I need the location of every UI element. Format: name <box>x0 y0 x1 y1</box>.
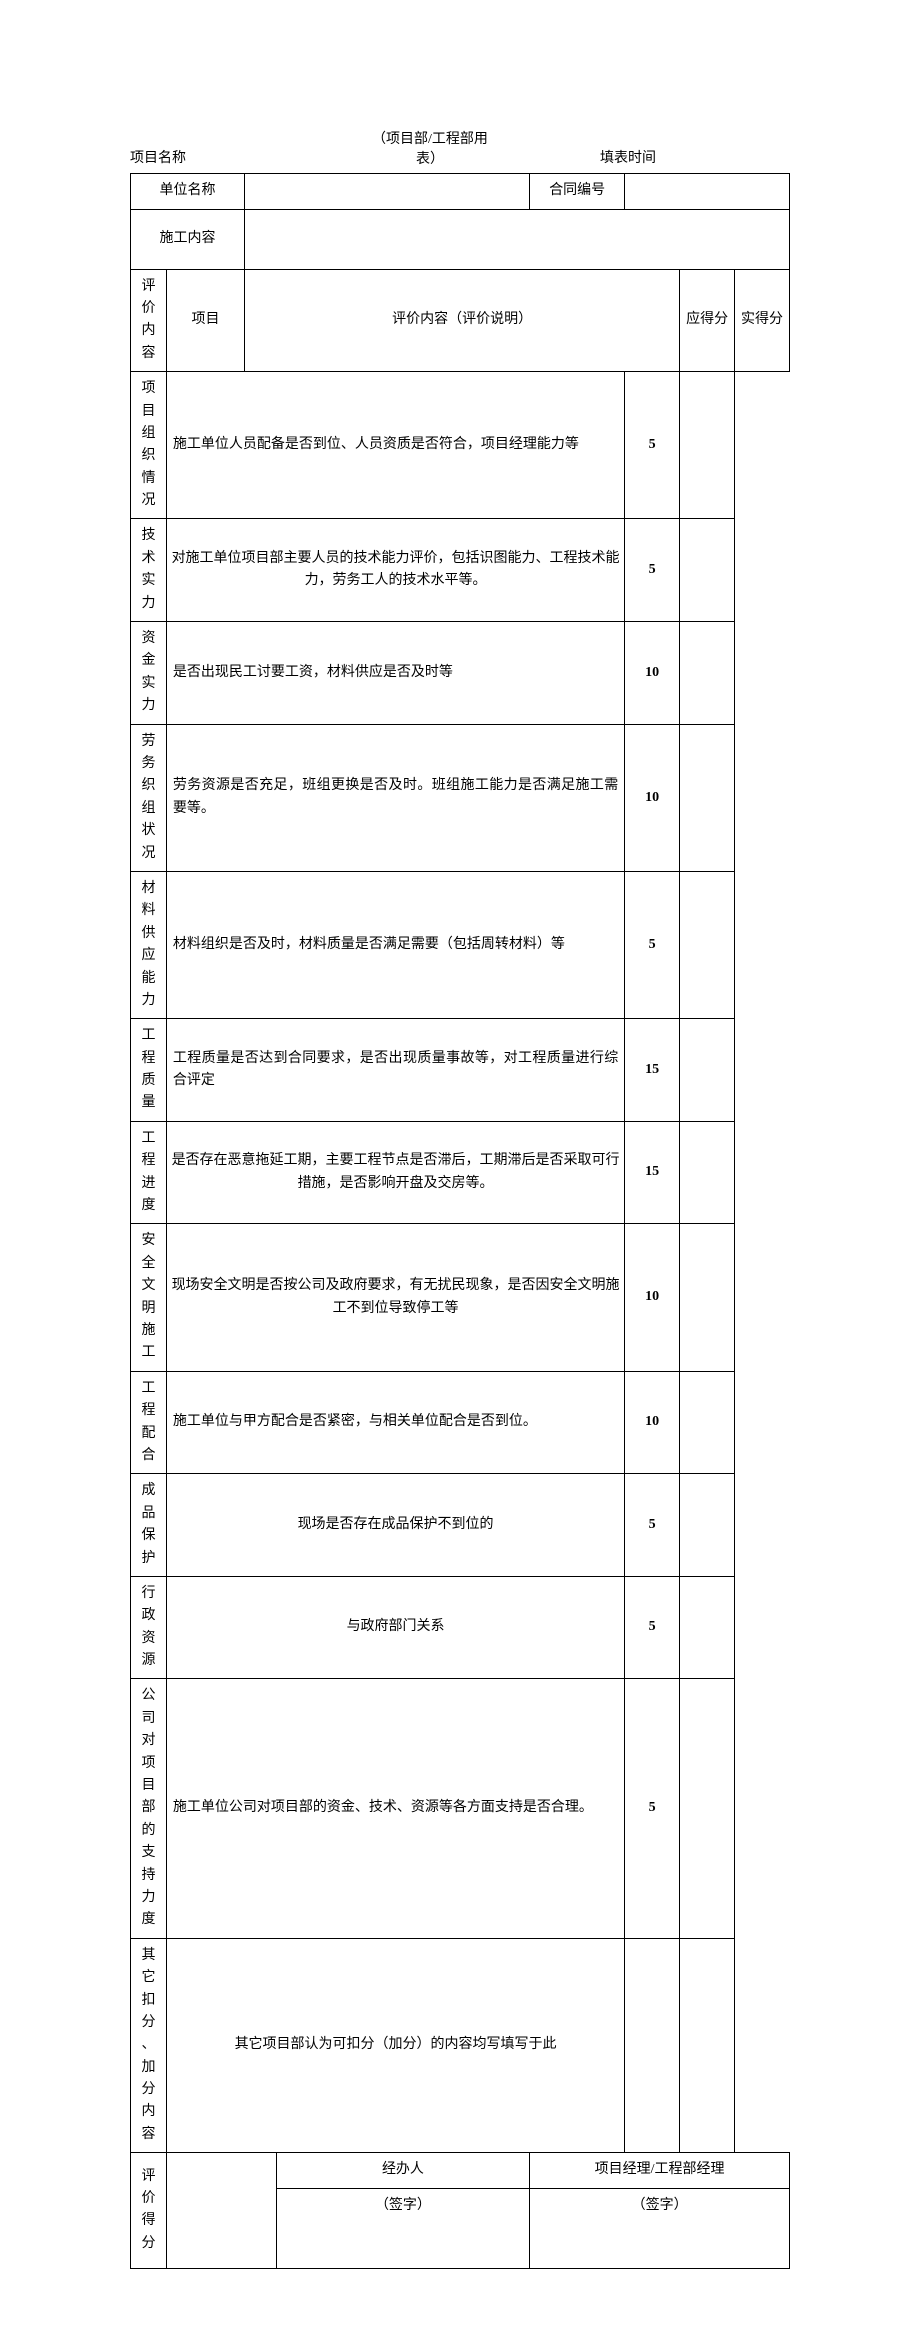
max-score-cell: 15 <box>625 1019 680 1122</box>
table-row: 单位名称 合同编号 <box>131 174 790 209</box>
eval-score-value[interactable] <box>166 2153 276 2268</box>
form-subtitle: （项目部/工程部用 表） <box>260 130 600 169</box>
actual-score-cell[interactable] <box>680 1371 735 1474</box>
actual-score-cell[interactable] <box>680 1224 735 1371</box>
desc-cell: 施工单位与甲方配合是否紧密，与相关单位配合是否到位。 <box>166 1371 624 1474</box>
table-row: 公司对项目部的支持力度施工单位公司对项目部的资金、技术、资源等各方面支持是否合理… <box>131 1679 790 1938</box>
desc-cell: 是否存在恶意拖延工期，主要工程节点是否滞后，工期滞后是否采取可行措施，是否影响开… <box>166 1121 624 1224</box>
max-score-cell: 10 <box>625 724 680 871</box>
evaluation-table: 单位名称 合同编号 施工内容 评价 内容 项目 评价内容（评价说明） 应得分 实… <box>130 173 790 2268</box>
actual-score-cell[interactable] <box>680 1938 735 2153</box>
table-row: 安全文明施工现场安全文明是否按公司及政府要求，有无扰民现象，是否因安全文明施工不… <box>131 1224 790 1371</box>
actual-score-cell[interactable] <box>680 622 735 725</box>
actual-score-cell[interactable] <box>680 1019 735 1122</box>
manager-header: 项目经理/工程部经理 <box>530 2153 790 2188</box>
desc-cell: 现场是否存在成品保护不到位的 <box>166 1474 624 1577</box>
actual-score-cell[interactable] <box>680 1121 735 1224</box>
max-score-cell: 15 <box>625 1121 680 1224</box>
contract-no-value[interactable] <box>625 174 790 209</box>
table-row: 行政资源与政府部门关系5 <box>131 1576 790 1679</box>
unit-name-value[interactable] <box>245 174 530 209</box>
page-header: 项目名称 （项目部/工程部用 表） 填表时间 <box>130 130 790 169</box>
desc-cell: 施工单位人员配备是否到位、人员资质是否符合，项目经理能力等 <box>166 372 624 519</box>
fill-time-label: 填表时间 <box>600 147 790 169</box>
col-item: 项目 <box>166 269 244 372</box>
max-score-cell: 10 <box>625 622 680 725</box>
desc-cell: 其它项目部认为可扣分（加分）的内容均写填写于此 <box>166 1938 624 2153</box>
handler-sign[interactable]: （签字） <box>276 2188 529 2268</box>
manager-sign[interactable]: （签字） <box>530 2188 790 2268</box>
actual-score-cell[interactable] <box>680 871 735 1018</box>
project-name-label: 项目名称 <box>130 147 260 169</box>
item-cell: 项目组织情况 <box>131 372 167 519</box>
item-cell: 劳务织组状况 <box>131 724 167 871</box>
table-row: 工程质量工程质量是否达到合同要求，是否出现质量事故等，对工程质量进行综合评定15 <box>131 1019 790 1122</box>
table-row: 成品保护现场是否存在成品保护不到位的5 <box>131 1474 790 1577</box>
item-cell: 成品保护 <box>131 1474 167 1577</box>
desc-cell: 材料组织是否及时，材料质量是否满足需要（包括周转材料）等 <box>166 871 624 1018</box>
unit-name-label: 单位名称 <box>131 174 245 209</box>
item-cell: 公司对项目部的支持力度 <box>131 1679 167 1938</box>
subtitle-line2: 表） <box>416 152 444 167</box>
item-cell: 其它扣分、加分内容 <box>131 1938 167 2153</box>
max-score-cell: 5 <box>625 1679 680 1938</box>
max-score-cell: 5 <box>625 1576 680 1679</box>
eval-score-section: 评价 得分 <box>131 2153 167 2268</box>
construction-content-value[interactable] <box>245 209 790 269</box>
max-score-cell: 5 <box>625 871 680 1018</box>
item-cell: 安全文明施工 <box>131 1224 167 1371</box>
handler-header: 经办人 <box>276 2153 529 2188</box>
actual-score-cell[interactable] <box>680 1576 735 1679</box>
actual-score-cell[interactable] <box>680 1679 735 1938</box>
table-row: 劳务织组状况劳务资源是否充足，班组更换是否及时。班组施工能力是否满足施工需要等。… <box>131 724 790 871</box>
item-cell: 资金实力 <box>131 622 167 725</box>
item-cell: 行政资源 <box>131 1576 167 1679</box>
col-actual: 实得分 <box>735 269 790 372</box>
max-score-cell <box>625 1938 680 2153</box>
table-row: 工程进度是否存在恶意拖延工期，主要工程节点是否滞后，工期滞后是否采取可行措施，是… <box>131 1121 790 1224</box>
max-score-cell: 5 <box>625 1474 680 1577</box>
item-cell: 技术实力 <box>131 519 167 622</box>
table-row: 其它扣分、加分内容其它项目部认为可扣分（加分）的内容均写填写于此 <box>131 1938 790 2153</box>
table-row: 施工内容 <box>131 209 790 269</box>
desc-cell: 劳务资源是否充足，班组更换是否及时。班组施工能力是否满足施工需要等。 <box>166 724 624 871</box>
table-row: 工程配合施工单位与甲方配合是否紧密，与相关单位配合是否到位。10 <box>131 1371 790 1474</box>
table-row: 项目组织情况施工单位人员配备是否到位、人员资质是否符合，项目经理能力等5 <box>131 372 790 519</box>
desc-cell: 现场安全文明是否按公司及政府要求，有无扰民现象，是否因安全文明施工不到位导致停工… <box>166 1224 624 1371</box>
actual-score-cell[interactable] <box>680 372 735 519</box>
contract-no-label: 合同编号 <box>530 174 625 209</box>
max-score-cell: 10 <box>625 1371 680 1474</box>
max-score-cell: 5 <box>625 372 680 519</box>
table-row: 材料供应能力材料组织是否及时，材料质量是否满足需要（包括周转材料）等5 <box>131 871 790 1018</box>
max-score-cell: 5 <box>625 519 680 622</box>
table-header-row: 评价 内容 项目 评价内容（评价说明） 应得分 实得分 <box>131 269 790 372</box>
signature-header-row: 评价 得分 经办人 项目经理/工程部经理 <box>131 2153 790 2188</box>
actual-score-cell[interactable] <box>680 1474 735 1577</box>
eval-content-section: 评价 内容 <box>131 269 167 372</box>
actual-score-cell[interactable] <box>680 519 735 622</box>
desc-cell: 对施工单位项目部主要人员的技术能力评价，包括识图能力、工程技术能力，劳务工人的技… <box>166 519 624 622</box>
table-row: 资金实力是否出现民工讨要工资，材料供应是否及时等10 <box>131 622 790 725</box>
item-cell: 工程配合 <box>131 1371 167 1474</box>
desc-cell: 工程质量是否达到合同要求，是否出现质量事故等，对工程质量进行综合评定 <box>166 1019 624 1122</box>
desc-cell: 是否出现民工讨要工资，材料供应是否及时等 <box>166 622 624 725</box>
actual-score-cell[interactable] <box>680 724 735 871</box>
item-cell: 材料供应能力 <box>131 871 167 1018</box>
item-cell: 工程质量 <box>131 1019 167 1122</box>
subtitle-line1: （项目部/工程部用 <box>372 132 488 147</box>
table-row: 技术实力对施工单位项目部主要人员的技术能力评价，包括识图能力、工程技术能力，劳务… <box>131 519 790 622</box>
max-score-cell: 10 <box>625 1224 680 1371</box>
construction-content-label: 施工内容 <box>131 209 245 269</box>
col-max: 应得分 <box>680 269 735 372</box>
item-cell: 工程进度 <box>131 1121 167 1224</box>
col-desc: 评价内容（评价说明） <box>245 269 680 372</box>
desc-cell: 施工单位公司对项目部的资金、技术、资源等各方面支持是否合理。 <box>166 1679 624 1938</box>
desc-cell: 与政府部门关系 <box>166 1576 624 1679</box>
